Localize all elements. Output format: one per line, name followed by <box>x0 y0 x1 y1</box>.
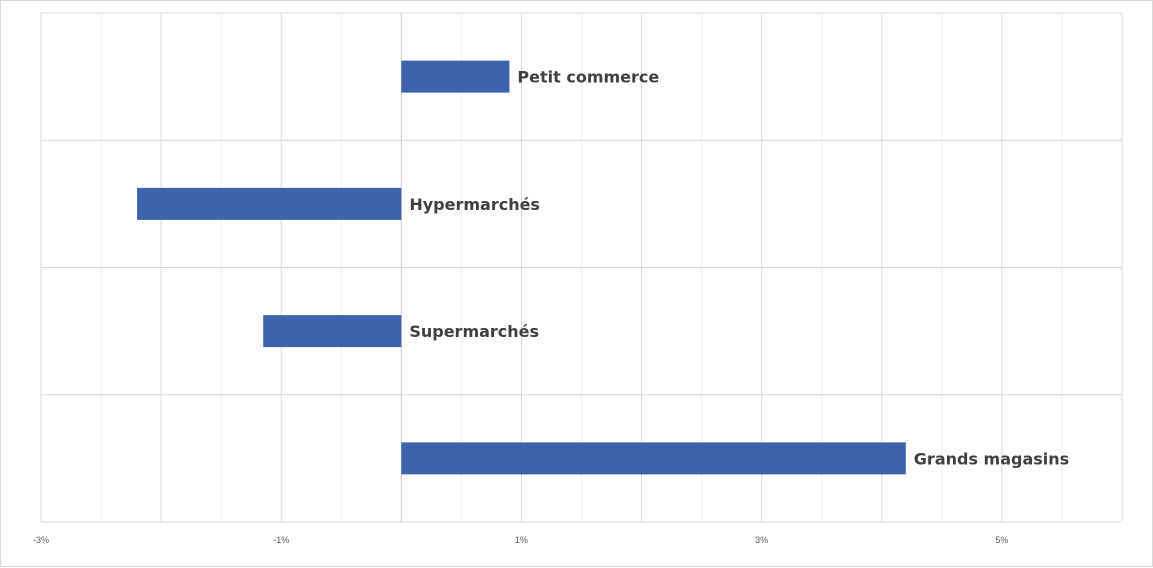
bar-supermarch-s <box>263 315 402 348</box>
x-tick-label: 1% <box>515 535 528 545</box>
bar-label: Petit commerce <box>517 68 659 87</box>
x-tick-label: -3% <box>33 535 49 545</box>
bar-label: Hypermarchés <box>409 195 540 214</box>
bar-hypermarch-s <box>137 187 402 220</box>
bar-petit-commerce <box>401 60 510 93</box>
bar-label: Supermarchés <box>409 322 539 341</box>
bar-grands-magasins <box>401 442 906 475</box>
x-tick-label: -1% <box>273 535 289 545</box>
x-tick-label: 5% <box>995 535 1008 545</box>
bar-label: Grands magasins <box>914 449 1069 468</box>
x-tick-label: 3% <box>755 535 768 545</box>
